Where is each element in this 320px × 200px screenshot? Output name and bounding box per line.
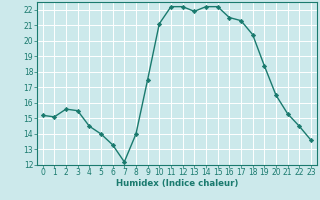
X-axis label: Humidex (Indice chaleur): Humidex (Indice chaleur)	[116, 179, 238, 188]
